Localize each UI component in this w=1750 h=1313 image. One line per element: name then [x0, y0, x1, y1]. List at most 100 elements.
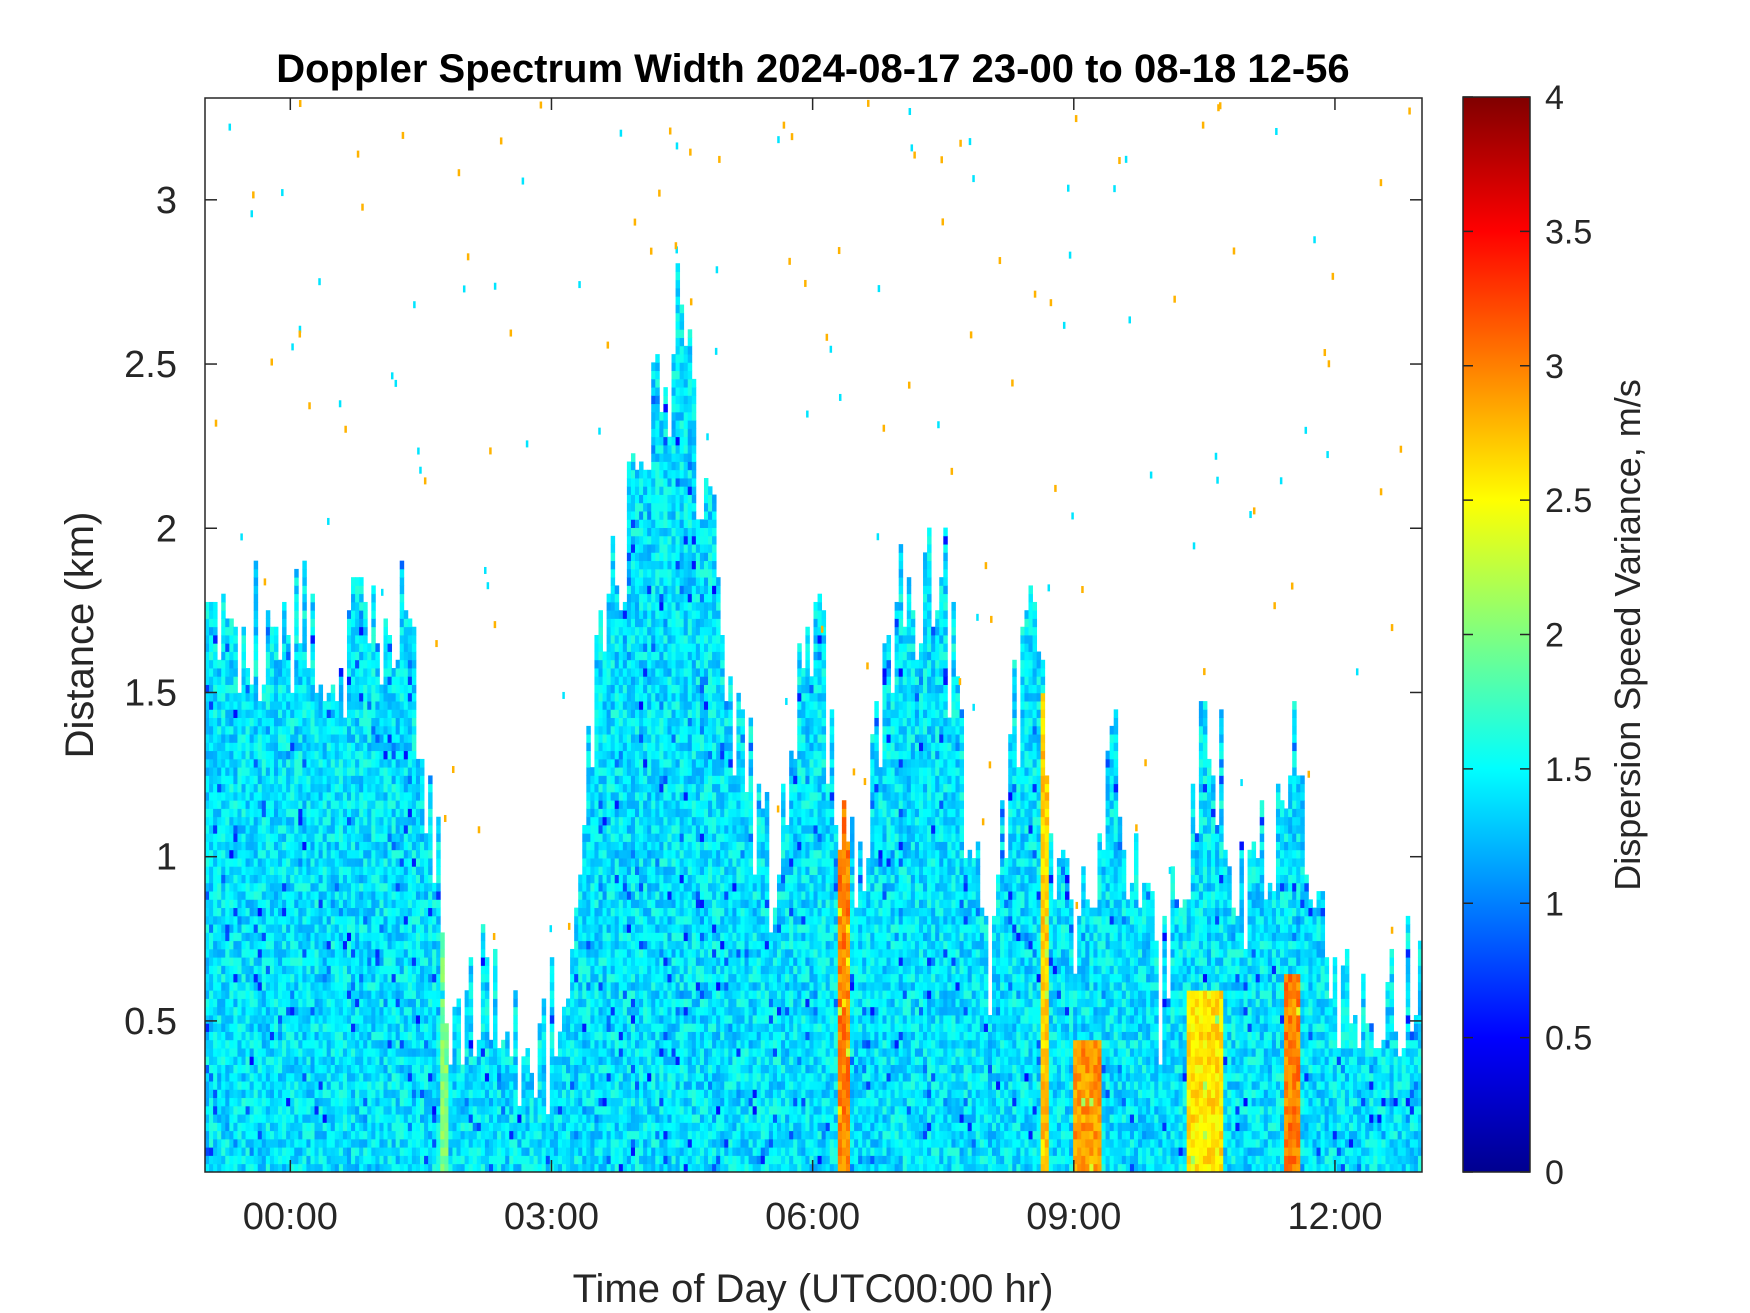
heatmap-cell [440, 1056, 445, 1065]
heatmap-cell [290, 725, 295, 735]
heatmap-cell [594, 981, 599, 991]
heatmap-cell [351, 1147, 356, 1156]
heatmap-cell [363, 816, 368, 826]
heatmap-cell [330, 734, 336, 743]
heatmap-cell [468, 957, 474, 966]
heatmap-cell [253, 957, 259, 966]
heatmap-cell [436, 858, 441, 867]
heatmap-cell [310, 1138, 315, 1148]
heatmap-cell [265, 981, 271, 991]
heatmap-cell [379, 1064, 384, 1074]
heatmap-cell [294, 717, 299, 727]
heatmap-cell [318, 915, 324, 925]
heatmap-cell [610, 709, 616, 719]
heatmap-cell [257, 1081, 263, 1090]
heatmap-cell [513, 1155, 518, 1165]
heatmap-cell [355, 1097, 360, 1107]
heatmap-cell [371, 1064, 376, 1074]
heatmap-cell [261, 758, 267, 768]
heatmap-cell [387, 1048, 393, 1057]
heatmap-cell [209, 940, 214, 950]
heatmap-cell [346, 725, 352, 735]
heatmap-cell [428, 1089, 433, 1099]
heatmap-cell [415, 907, 421, 917]
heatmap-cell [590, 791, 595, 801]
heatmap-cell [415, 981, 421, 991]
heatmap-cell [448, 1122, 453, 1132]
heatmap-cell [318, 709, 324, 719]
heatmap-cell [334, 800, 340, 809]
heatmap-cell [326, 990, 332, 999]
heatmap-cell [610, 1064, 616, 1074]
heatmap-cell [221, 783, 226, 793]
heatmap-cell [387, 758, 393, 768]
heatmap-cell [294, 791, 299, 801]
heatmap-cell [205, 841, 210, 851]
heatmap-cell [209, 1097, 214, 1107]
heatmap-cell [371, 783, 376, 793]
heatmap-cell [245, 742, 251, 752]
heatmap-cell [557, 1089, 563, 1099]
heatmap-cell [257, 1031, 263, 1041]
heatmap-cell [249, 965, 255, 975]
heatmap-cell [371, 808, 376, 818]
heatmap-cell [367, 701, 372, 710]
heatmap-cell [217, 725, 222, 735]
heatmap-cell [330, 1114, 336, 1123]
heatmap-cell [582, 924, 587, 933]
heatmap-cell [594, 907, 599, 917]
heatmap-cell [306, 915, 311, 925]
heatmap-cell [432, 973, 437, 983]
heatmap-cell [213, 659, 218, 669]
heatmap-cell [420, 1015, 425, 1024]
heatmap-cell [355, 717, 360, 727]
heatmap-cell [330, 932, 336, 942]
heatmap-cell [424, 849, 429, 859]
heatmap-cell [610, 775, 616, 785]
heatmap-cell [590, 1147, 595, 1156]
heatmap-cell [566, 1023, 571, 1032]
heatmap-cell [351, 618, 356, 628]
heatmap-cell [391, 1072, 397, 1082]
heatmap-cell [391, 1048, 397, 1057]
heatmap-cell [351, 858, 356, 867]
heatmap-cell [306, 1105, 311, 1115]
heatmap-cell [484, 1023, 490, 1032]
heatmap-cell [407, 775, 413, 785]
heatmap-cell [205, 866, 210, 875]
heatmap-cell [241, 940, 246, 950]
heatmap-cell [310, 841, 315, 851]
heatmap-cell [286, 668, 291, 677]
heatmap-cell [618, 849, 624, 859]
heatmap-cell [237, 1138, 242, 1148]
heatmap-cell [395, 891, 401, 900]
heatmap-cell [415, 1081, 421, 1090]
heatmap-cell [622, 858, 628, 867]
heatmap-cell [407, 618, 413, 628]
heatmap-cell [310, 668, 315, 677]
heatmap-cell [505, 1097, 510, 1107]
heatmap-cell [265, 676, 271, 685]
heatmap-cell [217, 758, 222, 768]
heatmap-cell [428, 891, 433, 900]
heatmap-cell [245, 948, 251, 958]
heatmap-cell [302, 1006, 307, 1016]
heatmap-cell [472, 1147, 478, 1156]
heatmap-cell [326, 1163, 332, 1172]
heatmap-cell [282, 1097, 287, 1107]
heatmap-cell [241, 981, 246, 991]
heatmap-cell [367, 1072, 372, 1082]
heatmap-cell [452, 1138, 457, 1148]
heatmap-cell [606, 1006, 612, 1016]
heatmap-cell [290, 717, 295, 727]
heatmap-cell [387, 915, 393, 925]
heatmap-cell [415, 924, 421, 933]
heatmap-cell [326, 1155, 332, 1165]
heatmap-cell [225, 1072, 230, 1082]
heatmap-cell [318, 998, 324, 1008]
heatmap-cell [257, 816, 263, 826]
heatmap-cell [233, 1105, 238, 1115]
heatmap-cell [355, 998, 360, 1008]
heatmap-cell [541, 1081, 547, 1090]
heatmap-cell [428, 1163, 433, 1172]
